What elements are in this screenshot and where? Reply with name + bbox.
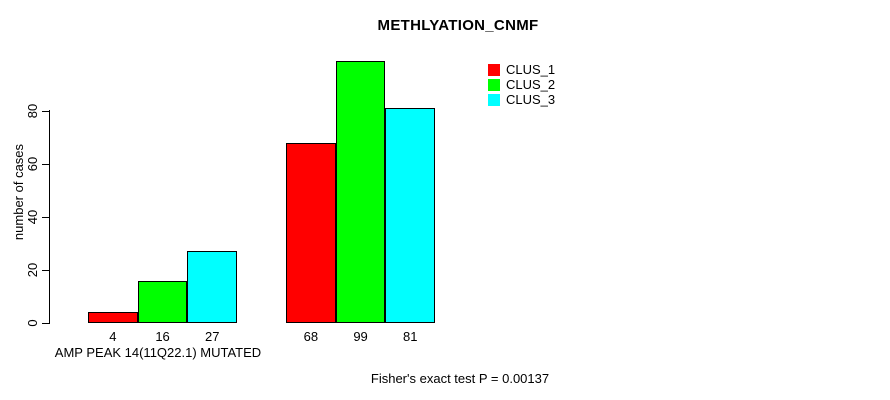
legend-item-clus-3: CLUS_3 — [488, 92, 555, 107]
y-tick-0 — [42, 322, 49, 324]
fisher-test-annotation: Fisher's exact test P = 0.00137 — [370, 371, 550, 386]
bar-clus_2-group1 — [137, 280, 188, 323]
y-tick-label-20: 20 — [25, 262, 40, 278]
bar-value-label: 4 — [109, 329, 117, 344]
legend-label-clus-2: CLUS_2 — [506, 77, 556, 92]
y-tick-label-0: 0 — [25, 319, 40, 327]
bar-value-label: 99 — [353, 329, 368, 344]
bar-value-label: 16 — [155, 329, 170, 344]
bar-clus_3-group1 — [187, 251, 238, 323]
clus-3-swatch — [488, 93, 500, 106]
bar-value-label: 27 — [205, 329, 220, 344]
y-tick-label-60: 60 — [25, 156, 40, 172]
y-tick-80 — [42, 110, 49, 112]
bar-clus_3-group2 — [385, 108, 436, 323]
clus-2-swatch — [488, 78, 500, 91]
bar-value-label: 68 — [303, 329, 319, 344]
bar-clus_1-group1 — [88, 312, 138, 323]
chart-title: METHLYATION_CNMF — [377, 17, 539, 34]
clus-1-swatch — [488, 63, 500, 76]
y-axis-line — [49, 110, 50, 324]
y-tick-label-40: 40 — [25, 209, 40, 225]
y-tick-60 — [42, 163, 49, 165]
legend-label-clus-1: CLUS_1 — [506, 62, 556, 77]
y-tick-20 — [42, 269, 49, 271]
legend-item-clus-1: CLUS_1 — [488, 62, 555, 77]
y-tick-label-80: 80 — [25, 103, 40, 119]
bar-clus_2-group2 — [335, 60, 386, 323]
y-tick-40 — [42, 216, 49, 218]
legend-item-clus-2: CLUS_2 — [488, 77, 555, 92]
bar-value-label: 81 — [403, 329, 418, 344]
legend-label-clus-3: CLUS_3 — [506, 92, 556, 107]
bar-clus_1-group2 — [286, 142, 336, 323]
legend: CLUS_1 CLUS_2 CLUS_3 — [488, 62, 555, 107]
group1-axis-label: AMP PEAK 14(11Q22.1) MUTATED — [54, 345, 262, 360]
